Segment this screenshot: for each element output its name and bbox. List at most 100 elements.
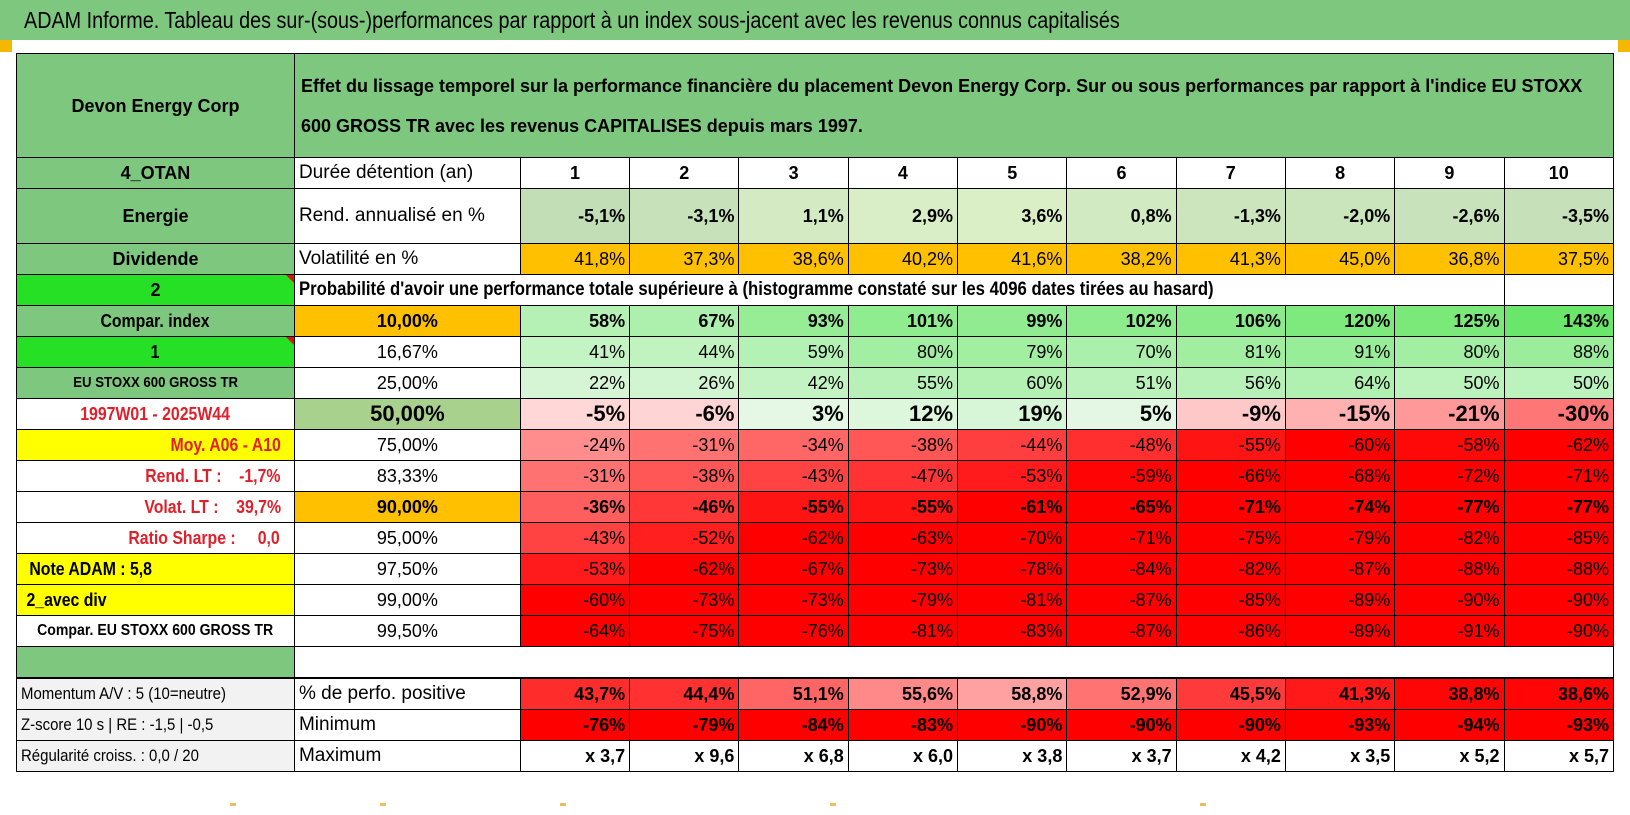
maximum-left-label: Régularité croiss. : 0,0 / 20 bbox=[16, 740, 295, 772]
quantile-cell: 120% bbox=[1284, 305, 1396, 337]
volat-cell: 38,6% bbox=[738, 243, 849, 275]
quantile-cell: 70% bbox=[1066, 336, 1177, 368]
quantile-cell: 19% bbox=[957, 398, 1068, 430]
corner-marker-right bbox=[1618, 40, 1630, 52]
volat-cell: 38,2% bbox=[1066, 243, 1177, 275]
volat-cell: 37,3% bbox=[629, 243, 740, 275]
perf-pos-cell: 43,7% bbox=[519, 677, 631, 710]
quantile-cell: -86% bbox=[1175, 615, 1286, 647]
selector-one[interactable]: 1 bbox=[16, 336, 295, 368]
quantile-cell: 106% bbox=[1175, 305, 1286, 337]
rend-cell: -2,0% bbox=[1284, 188, 1396, 244]
bottom-tick bbox=[1200, 803, 1206, 806]
quantile-cell: -64% bbox=[519, 615, 631, 647]
quantile-cell: 58% bbox=[519, 305, 631, 337]
bottom-tick bbox=[560, 803, 566, 806]
quantile-cell: -85% bbox=[1175, 584, 1286, 616]
quantile-cell: -62% bbox=[629, 553, 740, 585]
quantile-cell: -72% bbox=[1394, 460, 1505, 492]
quantile-cell: -76% bbox=[738, 615, 849, 647]
quantile-cell: 22% bbox=[519, 367, 631, 399]
year-header: 10 bbox=[1503, 157, 1615, 189]
quantile-label: 83,33% bbox=[293, 460, 521, 492]
quantile-cell: 55% bbox=[847, 367, 959, 399]
quantile-cell: -70% bbox=[957, 522, 1068, 554]
perf-pos-cell: 55,6% bbox=[847, 677, 959, 710]
perf-pos-cell: 58,8% bbox=[957, 677, 1068, 710]
volat-cell: 41,3% bbox=[1175, 243, 1286, 275]
bottom-tick bbox=[230, 803, 236, 806]
quantile-cell: 88% bbox=[1503, 336, 1615, 368]
quantile-cell: 99% bbox=[957, 305, 1068, 337]
selector-two[interactable]: 2 bbox=[16, 274, 295, 306]
quantile-label: 25,00% bbox=[293, 367, 521, 399]
quantile-label: 97,50% bbox=[293, 553, 521, 585]
quantile-cell: 81% bbox=[1175, 336, 1286, 368]
quantile-cell: -77% bbox=[1503, 491, 1615, 523]
quantile-cell: 5% bbox=[1066, 398, 1177, 430]
quantile-cell: -73% bbox=[629, 584, 740, 616]
maximum-cell: x 3,5 bbox=[1284, 740, 1396, 772]
quantile-cell: 12% bbox=[847, 398, 959, 430]
quantile-cell: -38% bbox=[847, 429, 959, 461]
year-header: 5 bbox=[957, 157, 1068, 189]
perf-pos-cell: 41,3% bbox=[1284, 677, 1396, 710]
quantile-cell: -73% bbox=[738, 584, 849, 616]
year-header: 3 bbox=[738, 157, 849, 189]
maximum-cell: x 6,8 bbox=[738, 740, 849, 772]
year-header: 6 bbox=[1066, 157, 1177, 189]
volat-cell: 36,8% bbox=[1394, 243, 1505, 275]
quantile-cell: -88% bbox=[1503, 553, 1615, 585]
quantile-cell: -88% bbox=[1394, 553, 1505, 585]
period-label: 1997W01 - 2025W44 bbox=[16, 398, 295, 430]
quantile-cell: -71% bbox=[1066, 522, 1177, 554]
rend-cell: -5,1% bbox=[519, 188, 631, 244]
quantile-cell: -89% bbox=[1284, 615, 1396, 647]
minimum-cell: -90% bbox=[1175, 709, 1286, 741]
quantile-cell: -74% bbox=[1284, 491, 1396, 523]
quantile-cell: -83% bbox=[957, 615, 1068, 647]
quantile-cell: -85% bbox=[1503, 522, 1615, 554]
quantile-cell: -31% bbox=[629, 429, 740, 461]
otan-label: 4_OTAN bbox=[16, 157, 295, 189]
quantile-cell: 102% bbox=[1066, 305, 1177, 337]
quantile-cell: -5% bbox=[519, 398, 631, 430]
perf-pos-cell: 51,1% bbox=[738, 677, 849, 710]
quantile-cell: 125% bbox=[1394, 305, 1505, 337]
index-name-label: EU STOXX 600 GROSS TR bbox=[16, 367, 295, 399]
quantile-cell: -61% bbox=[957, 491, 1068, 523]
quantile-cell: -34% bbox=[738, 429, 849, 461]
quantile-cell: 50% bbox=[1503, 367, 1615, 399]
quantile-cell: -87% bbox=[1066, 584, 1177, 616]
quantile-cell: -15% bbox=[1284, 398, 1396, 430]
minimum-cell: -93% bbox=[1503, 709, 1615, 741]
perf-pos-cell: 38,8% bbox=[1394, 677, 1505, 710]
year-header: 7 bbox=[1175, 157, 1286, 189]
quantile-cell: -82% bbox=[1394, 522, 1505, 554]
quantile-cell: -77% bbox=[1394, 491, 1505, 523]
perf-pos-label: % de perfo. positive bbox=[293, 677, 521, 710]
quantile-label: 99,50% bbox=[293, 615, 521, 647]
quantile-cell: 80% bbox=[1394, 336, 1505, 368]
quantile-cell: -53% bbox=[519, 553, 631, 585]
quantile-cell: -91% bbox=[1394, 615, 1505, 647]
year-header: 9 bbox=[1394, 157, 1505, 189]
quantile-cell: 50% bbox=[1394, 367, 1505, 399]
quantile-cell: -73% bbox=[847, 553, 959, 585]
quantile-cell: 51% bbox=[1066, 367, 1177, 399]
rend-cell: 0,8% bbox=[1066, 188, 1177, 244]
quantile-label: 95,00% bbox=[293, 522, 521, 554]
quantile-cell: -44% bbox=[957, 429, 1068, 461]
quantile-label: 16,67% bbox=[293, 336, 521, 368]
quantile-cell: -47% bbox=[847, 460, 959, 492]
quantile-cell: 80% bbox=[847, 336, 959, 368]
blank-cell bbox=[1503, 274, 1615, 306]
quantile-cell: -31% bbox=[519, 460, 631, 492]
quantile-cell: -62% bbox=[738, 522, 849, 554]
quantile-cell: 101% bbox=[847, 305, 959, 337]
quantile-cell: 79% bbox=[957, 336, 1068, 368]
quantile-cell: -38% bbox=[629, 460, 740, 492]
quantile-cell: -24% bbox=[519, 429, 631, 461]
quantile-cell: 56% bbox=[1175, 367, 1286, 399]
quantile-cell: -81% bbox=[957, 584, 1068, 616]
